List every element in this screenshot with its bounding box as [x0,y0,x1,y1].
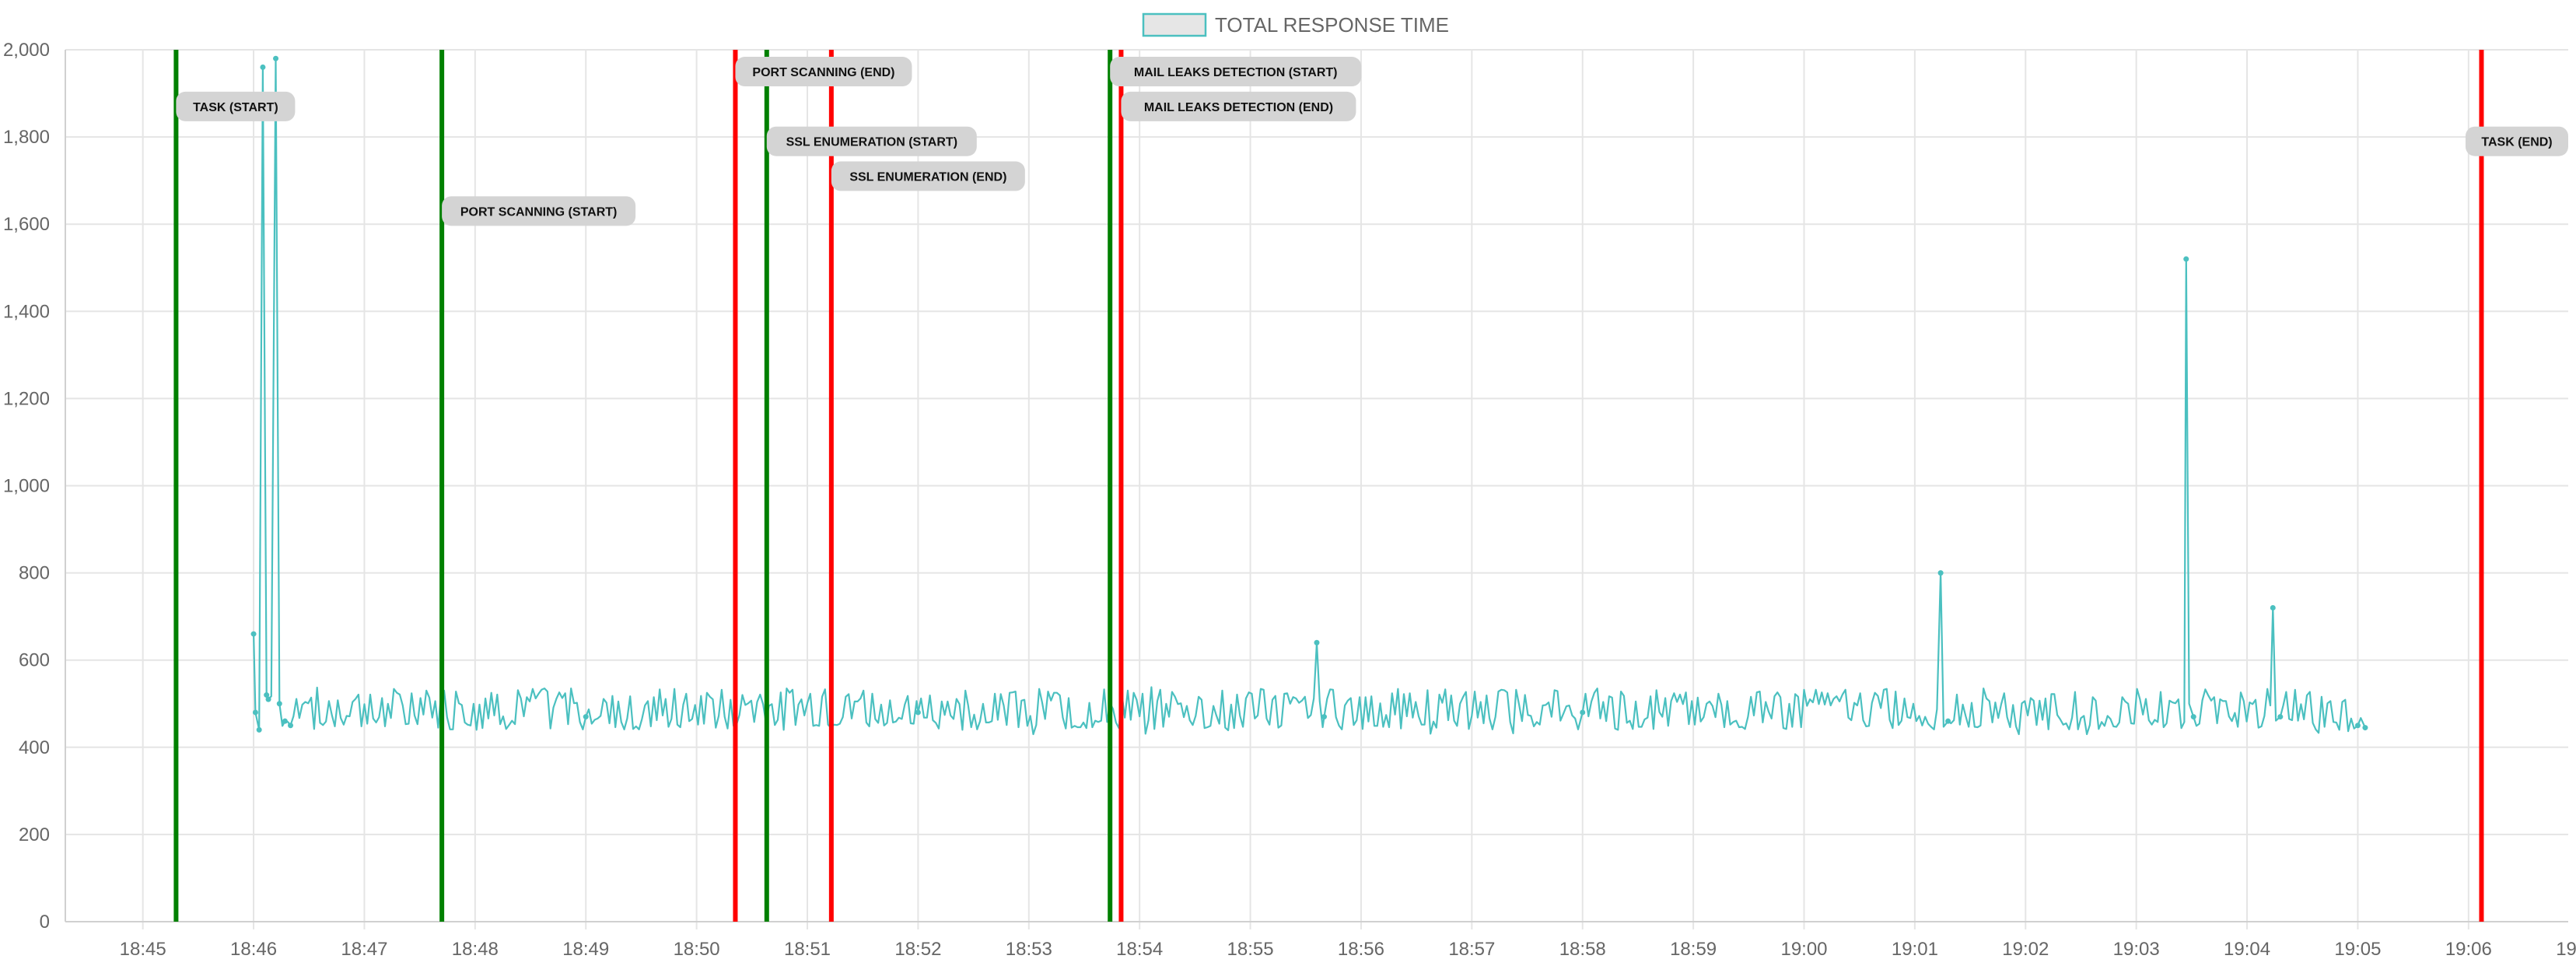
y-tick-label: 1,200 [3,388,50,409]
annotation-labels: TASK (START) PORT SCANNING (START) PORT SC… [176,57,2568,226]
data-point [252,709,258,716]
event-label-text: MAIL LEAKS DETECTION (END) [1144,101,1333,114]
x-tick-label: 18:58 [1559,939,1606,960]
x-tick-label: 18:45 [120,939,166,960]
data-point [264,692,270,698]
event-label-text: SSL ENUMERATION (START) [786,136,957,149]
data-point [282,718,288,724]
data-point [1314,639,1320,646]
event-label-text: PORT SCANNING (END) [752,66,894,79]
x-tick-label: 18:49 [562,939,609,960]
y-tick-label: 1,000 [3,476,50,497]
data-point [1580,709,1586,716]
data-point [2277,714,2284,720]
x-tick-label: 19:01 [1892,939,1938,960]
event-label-box [735,57,912,87]
x-tick-label: 19:05 [2334,939,2381,960]
event-label-box [442,196,636,226]
x-tick-label: 18:54 [1116,939,1163,960]
data-point [250,631,257,637]
y-tick-label: 0 [40,912,50,933]
y-tick-label: 1,600 [3,214,50,235]
event-label-box [1110,57,1362,87]
series-points [250,55,2368,733]
data-point [2362,725,2368,731]
legend-label[interactable]: TOTAL RESPONSE TIME [1215,13,1449,37]
data-point [1321,714,1327,720]
y-tick-label: 600 [19,650,50,671]
event-label-text: TASK (START) [193,101,278,114]
x-tick-label: 19:02 [2002,939,2049,960]
event-label-box [831,161,1025,191]
data-point [583,714,589,720]
x-tick-label: 18:52 [894,939,941,960]
x-tick-label: 18:48 [452,939,499,960]
x-tick-label: 18:53 [1006,939,1052,960]
x-tick-label: 18:46 [230,939,277,960]
y-tick-label: 400 [19,737,50,758]
data-point [256,726,262,733]
legend-swatch[interactable] [1142,12,1207,37]
x-tick-label: 18:55 [1227,939,1274,960]
x-tick-label: 19:07 [2556,939,2576,960]
axes: 0 200 400 600 800 1,000 1,200 1,400 1,600 1,800 2,… [3,40,2576,960]
series-line-total-response-time [253,58,2366,736]
data-point [1937,570,1944,576]
y-tick-label: 800 [19,563,50,584]
data-point [260,64,266,70]
x-tick-label: 19:04 [2224,939,2270,960]
data-point [2190,714,2196,720]
data-point [276,701,282,707]
data-point [265,696,271,702]
x-tick-label: 18:57 [1448,939,1495,960]
event-label-text: MAIL LEAKS DETECTION (START) [1134,66,1338,79]
x-tick-label: 19:03 [2113,939,2160,960]
series-line-layer [250,55,2368,736]
event-label-box [766,126,977,156]
data-point [2354,723,2361,729]
x-tick-label: 18:56 [1338,939,1384,960]
event-label-text: TASK (END) [2481,136,2552,149]
data-point [273,55,279,61]
event-label-box [2466,126,2568,156]
annotation-lines [173,50,2484,922]
x-tick-label: 18:47 [341,939,387,960]
y-tick-label: 2,000 [3,40,50,61]
event-label-text: PORT SCANNING (START) [460,205,617,219]
grid-lines [65,49,2568,929]
data-point [1945,718,1951,724]
legend[interactable]: TOTAL RESPONSE TIME [1142,12,1449,37]
x-tick-label: 19:00 [1780,939,1827,960]
event-label-box [176,91,296,121]
y-tick-label: 1,800 [3,127,50,148]
data-point [2270,604,2276,611]
data-point [915,709,921,716]
x-tick-label: 18:50 [674,939,720,960]
data-point [288,723,294,729]
x-tick-label: 18:59 [1670,939,1717,960]
data-point [2183,256,2189,262]
x-tick-label: 19:06 [2445,939,2492,960]
x-tick-label: 18:51 [784,939,831,960]
event-label-text: SSL ENUMERATION (END) [849,171,1006,184]
y-tick-label: 1,400 [3,301,50,322]
y-tick-label: 200 [19,824,50,845]
event-label-box [1121,91,1356,121]
